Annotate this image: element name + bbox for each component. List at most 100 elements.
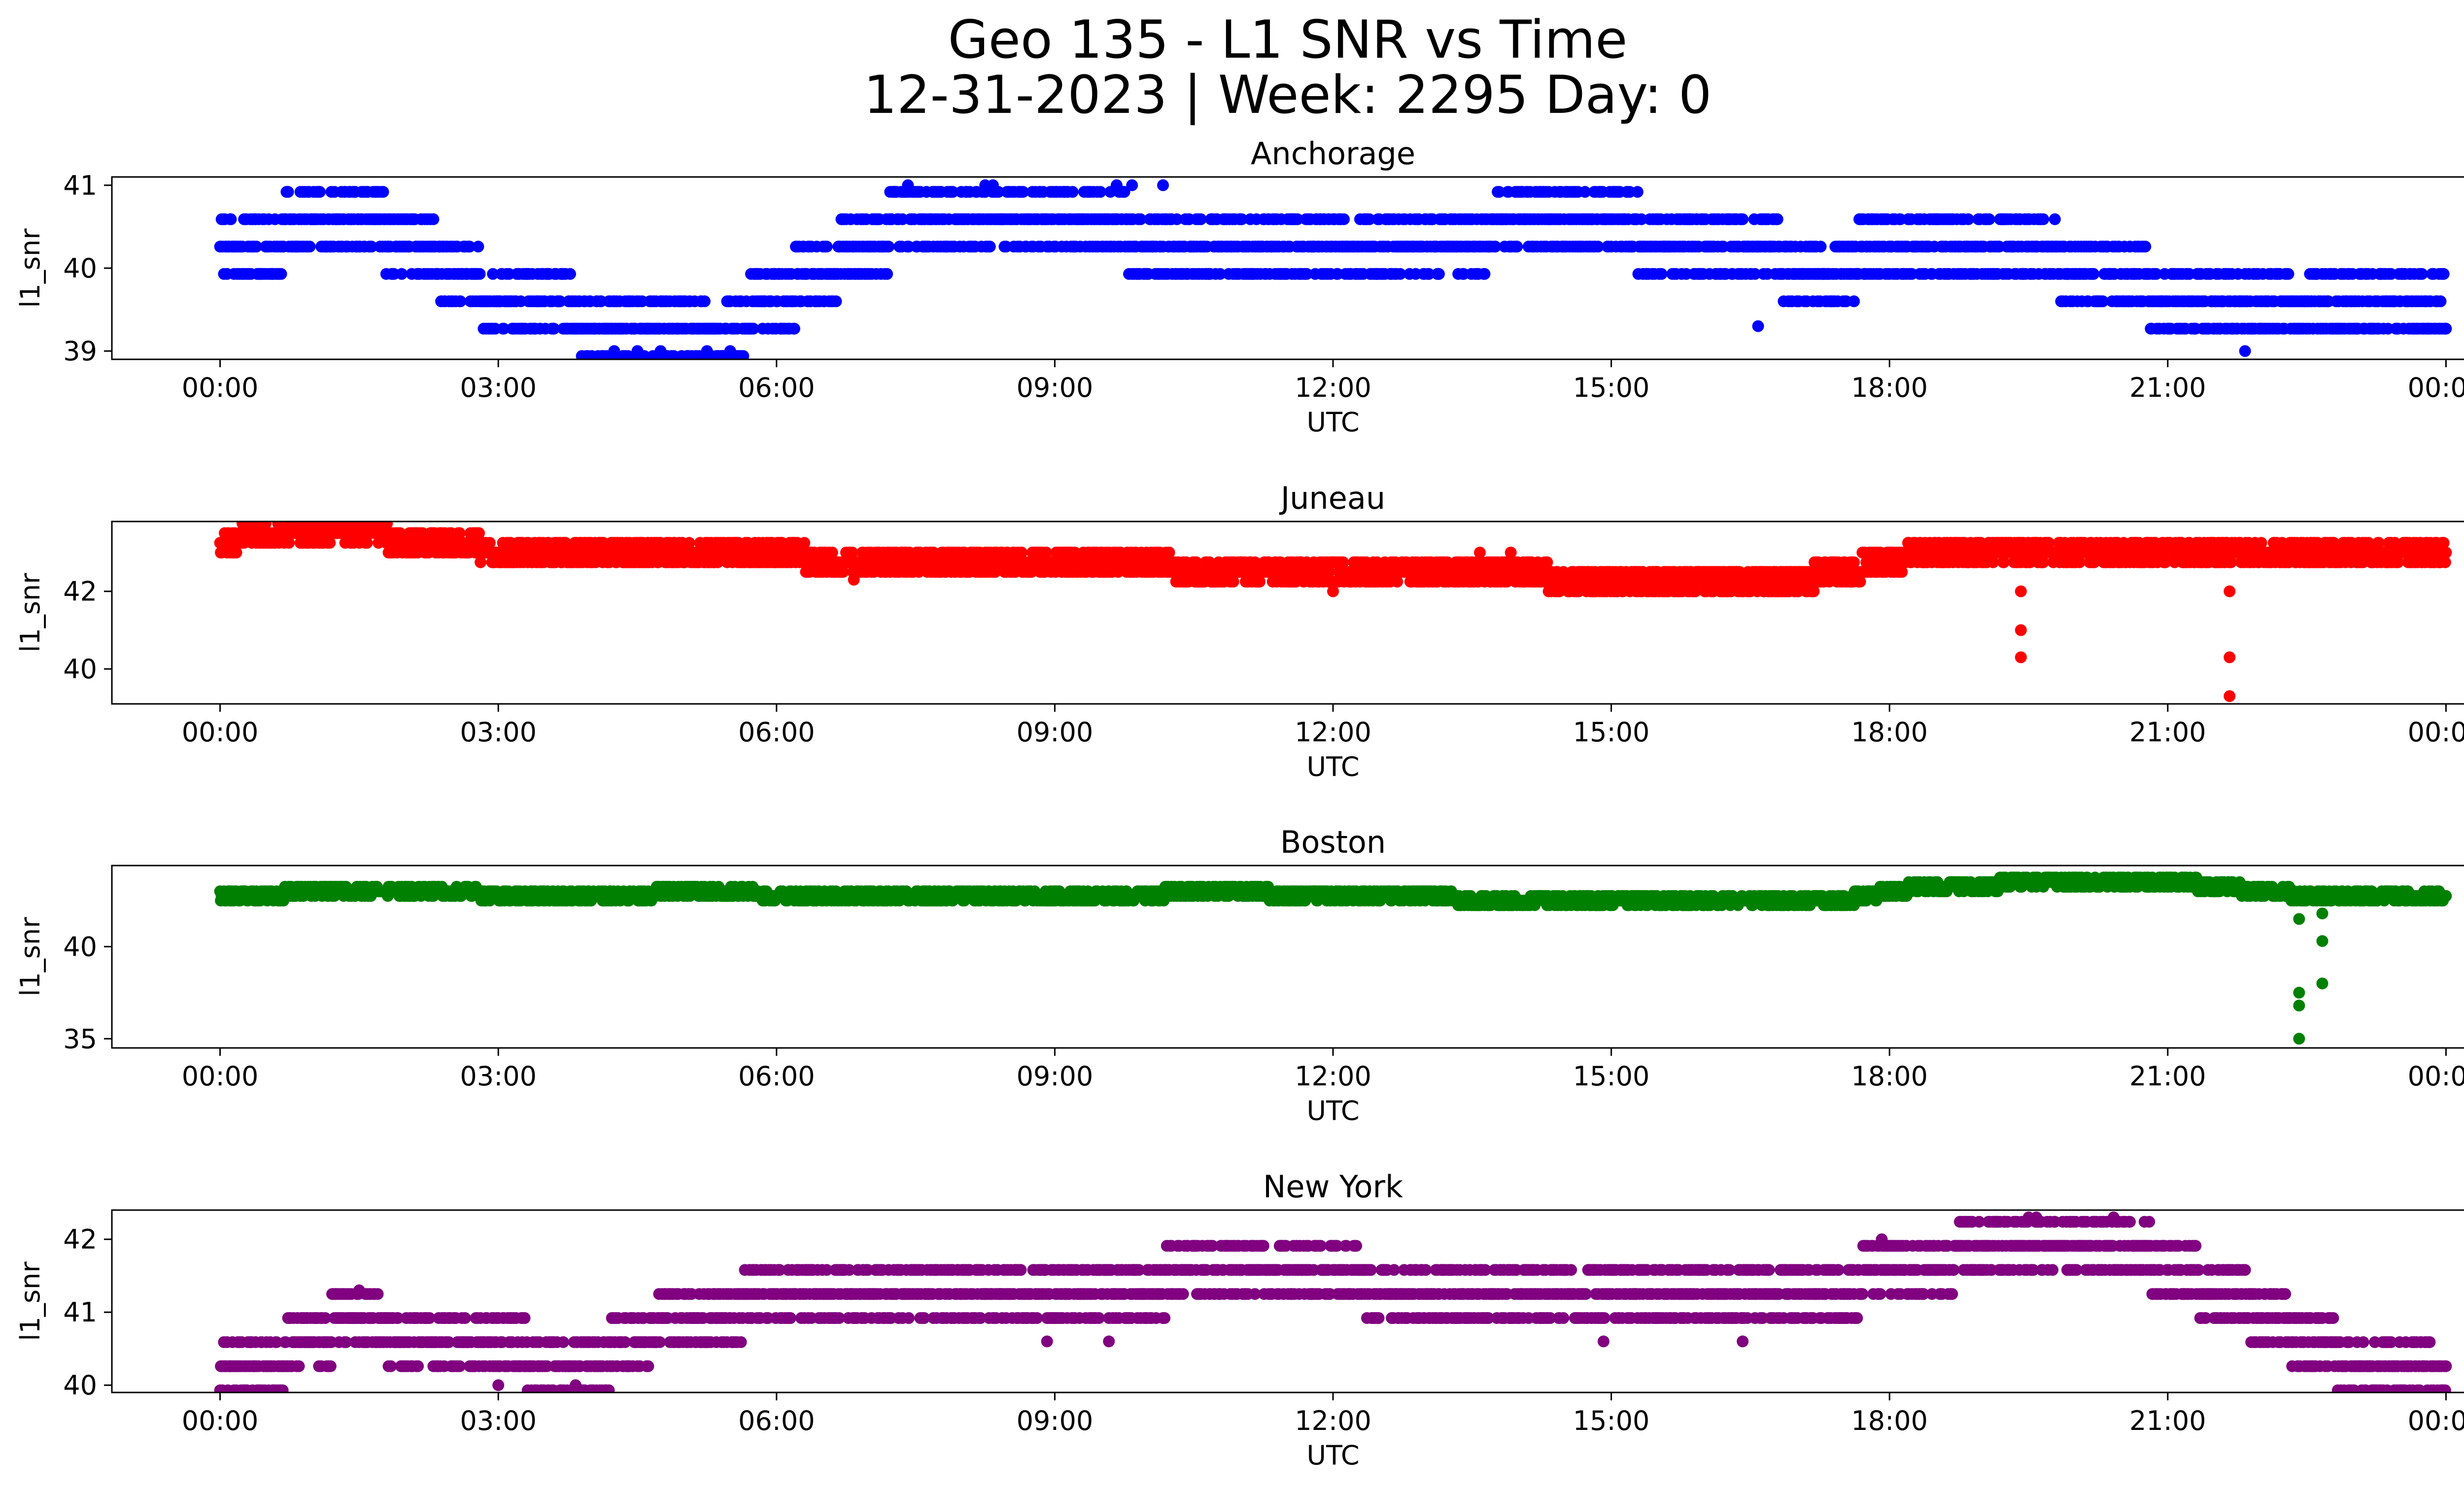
data-point	[1016, 547, 1027, 558]
data-point	[2139, 241, 2152, 253]
y-tick-label: 40	[63, 253, 97, 284]
data-point	[1737, 213, 1749, 225]
data-point-outlier	[654, 345, 667, 357]
data-point	[225, 213, 237, 225]
data-point	[473, 527, 485, 539]
data-point	[1112, 566, 1124, 578]
data-point	[1069, 547, 1081, 558]
data-point	[984, 241, 996, 253]
data-point	[324, 537, 336, 549]
data-point	[1631, 186, 1643, 198]
data-point	[737, 350, 750, 359]
data-point-outlier	[631, 345, 644, 357]
data-point	[1300, 268, 1313, 280]
figure-title-line2: 12-31-2023 | Week: 2295 Day: 0	[863, 65, 1712, 125]
x-axis-label: UTC	[1306, 407, 1359, 438]
data-point	[230, 547, 242, 558]
x-tick-label: 00:00	[182, 372, 259, 403]
data-point	[554, 295, 566, 308]
data-point	[1592, 241, 1604, 253]
data-point	[454, 295, 467, 308]
data-point	[1478, 268, 1491, 280]
data-point	[1557, 566, 1570, 578]
data-point	[821, 241, 833, 253]
data-point	[1134, 213, 1147, 225]
data-point	[1962, 213, 1975, 225]
data-point	[1363, 213, 1375, 225]
data-point	[989, 566, 1001, 578]
data-point	[1814, 241, 1827, 253]
x-tick-label: 15:00	[1573, 372, 1650, 403]
data-point	[1195, 213, 1207, 225]
data-point	[2088, 268, 2100, 280]
data-point	[559, 537, 572, 549]
data-point	[487, 268, 499, 280]
data-point	[1254, 576, 1266, 588]
data-points	[214, 522, 2452, 702]
data-point	[1391, 576, 1403, 588]
data-point	[1579, 186, 1591, 198]
data-point	[2049, 213, 2061, 225]
data-point	[881, 268, 893, 280]
data-point	[1771, 213, 1783, 225]
data-point	[788, 322, 800, 335]
data-point-outlier	[1110, 179, 1123, 191]
data-point-outlier	[2239, 345, 2251, 357]
data-point	[1094, 186, 1106, 198]
data-point	[1734, 566, 1745, 578]
data-point	[2150, 268, 2162, 280]
data-point	[1511, 241, 1523, 253]
x-tick-label: 00:00	[2408, 372, 2464, 403]
data-point	[2097, 295, 2109, 308]
data-point	[1553, 585, 1566, 597]
data-point	[304, 241, 316, 253]
data-point	[472, 241, 484, 253]
subplot-title: Juneau	[1279, 480, 1385, 516]
data-point-outlier	[608, 345, 620, 357]
data-point-outlier	[1752, 320, 1764, 332]
data-point	[826, 547, 838, 558]
data-point-outlier	[1126, 179, 1138, 191]
data-point	[1433, 268, 1445, 280]
data-point	[1983, 213, 1995, 225]
data-point	[1203, 556, 1216, 568]
data-point	[1645, 576, 1658, 588]
data-point	[377, 186, 389, 198]
data-point	[2416, 268, 2428, 280]
data-point	[282, 186, 294, 198]
data-point	[475, 556, 487, 568]
data-point	[1163, 547, 1175, 558]
data-point	[275, 268, 287, 280]
data-point	[396, 268, 408, 280]
data-point	[474, 268, 486, 280]
data-point	[2282, 268, 2294, 280]
data-point	[747, 322, 759, 335]
data-point	[1635, 213, 1647, 225]
data-point	[712, 556, 724, 568]
data-point	[1118, 186, 1130, 198]
data-point	[1337, 556, 1349, 568]
data-point	[427, 213, 440, 225]
data-point	[1227, 576, 1239, 588]
data-point	[830, 295, 842, 308]
data-point	[1808, 585, 1820, 597]
x-tick-label: 21:00	[2129, 372, 2206, 403]
data-point	[361, 537, 373, 549]
data-point	[548, 322, 560, 335]
y-axis-label: l1_snr	[15, 228, 46, 308]
y-tick-label: 41	[63, 170, 97, 201]
data-point	[683, 537, 695, 549]
x-tick-label: 18:00	[1851, 372, 1928, 403]
data-point	[1441, 556, 1454, 568]
data-point-outlier	[987, 179, 999, 191]
data-point	[698, 295, 711, 308]
data-point	[464, 241, 476, 253]
data-point	[1394, 268, 1406, 280]
y-tick-label: 39	[63, 336, 97, 367]
data-point	[2434, 295, 2447, 308]
data-point	[1040, 547, 1053, 558]
data-point	[1423, 268, 1435, 280]
data-point	[1689, 585, 1702, 597]
